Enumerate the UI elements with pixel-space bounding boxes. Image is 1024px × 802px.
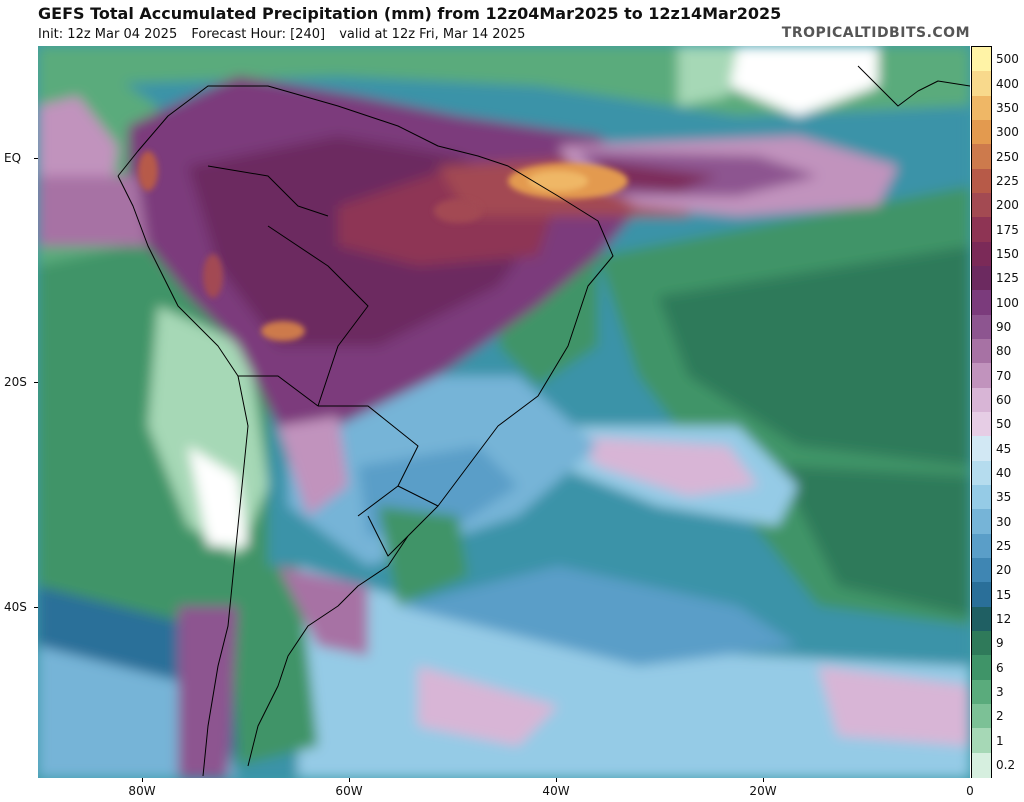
colorbar-segment — [972, 436, 991, 462]
lon-label-80w: 80W — [128, 784, 156, 798]
lat-tick-40s — [34, 607, 38, 608]
lon-label-20w: 20W — [749, 784, 777, 798]
colorbar-segment — [972, 241, 991, 267]
colorbar-segment — [972, 412, 991, 437]
colorbar-segment — [972, 460, 991, 486]
colorbar-label: 100 — [996, 295, 1019, 310]
lat-tick-eq — [34, 158, 38, 159]
colorbar-label: 3 — [996, 684, 1004, 699]
colorbar-label: 250 — [996, 149, 1019, 164]
colorbar-segment — [972, 363, 991, 389]
map-title: GEFS Total Accumulated Precipitation (mm… — [38, 4, 782, 23]
colorbar-label: 300 — [996, 125, 1019, 140]
lon-label-60w: 60W — [335, 784, 363, 798]
lat-label-40s: 40S — [4, 600, 27, 614]
colorbar-label: 35 — [996, 490, 1012, 505]
colorbar-label: 500 — [996, 52, 1019, 67]
colorbar-segment — [972, 752, 991, 778]
colorbar-segment — [972, 655, 991, 681]
colorbar-label: 90 — [996, 319, 1012, 334]
lon-tick-60w — [349, 778, 350, 782]
colorbar-label: 80 — [996, 344, 1012, 359]
colorbar-label: 15 — [996, 587, 1012, 602]
lon-tick-20w — [763, 778, 764, 782]
colorbar-segment — [972, 168, 991, 194]
map-subtitle: Init: 12z Mar 04 2025 Forecast Hour: [24… — [38, 27, 535, 42]
precipitation-map — [38, 46, 970, 778]
lon-tick-40w — [556, 778, 557, 782]
colorbar-label: 175 — [996, 222, 1019, 237]
colorbar-segment — [972, 509, 991, 535]
colorbar-label: 12 — [996, 611, 1012, 626]
colorbar-segment — [972, 47, 991, 72]
colorbar-label: 70 — [996, 368, 1012, 383]
lon-label-40w: 40W — [542, 784, 570, 798]
colorbar-label: 125 — [996, 271, 1019, 286]
colorbar-segment — [972, 631, 991, 656]
colorbar-label: 6 — [996, 660, 1004, 675]
colorbar-segment — [972, 485, 991, 510]
init-time: Init: 12z Mar 04 2025 — [38, 27, 178, 42]
colorbar-segment — [972, 290, 991, 316]
colorbar-segment — [972, 582, 991, 608]
colorbar-label: 20 — [996, 563, 1012, 578]
colorbar-segment — [972, 558, 991, 583]
valid-time: valid at 12z Fri, Mar 14 2025 — [339, 27, 526, 42]
colorbar-segment — [972, 339, 991, 364]
lat-tick-20s — [34, 382, 38, 383]
colorbar-segment — [972, 704, 991, 729]
source-brand: TROPICALTIDBITS.COM — [781, 25, 970, 41]
colorbar-label: 200 — [996, 198, 1019, 213]
colorbar-segment — [972, 120, 991, 145]
colorbar-label: 0.2 — [996, 757, 1016, 772]
colorbar-label: 30 — [996, 514, 1012, 529]
colorbar-label: 25 — [996, 538, 1012, 553]
colorbar-segment — [972, 193, 991, 218]
colorbar-segment — [972, 387, 991, 413]
colorbar-label: 350 — [996, 100, 1019, 115]
colorbar-label: 225 — [996, 173, 1019, 188]
colorbar-label: 60 — [996, 392, 1012, 407]
lat-label-20s: 20S — [4, 375, 27, 389]
map-canvas — [38, 46, 970, 778]
colorbar-segment — [972, 533, 991, 559]
colorbar-label: 1 — [996, 733, 1004, 748]
colorbar-label: 9 — [996, 636, 1004, 651]
lon-tick-80w — [142, 778, 143, 782]
colorbar-segment — [972, 679, 991, 705]
lon-label-0: 0 — [966, 784, 974, 798]
colorbar-segment — [972, 71, 991, 97]
colorbar-segment — [972, 217, 991, 243]
precipitation-colorbar — [971, 46, 992, 778]
colorbar-segment — [972, 266, 991, 291]
lat-label-eq: EQ — [4, 151, 22, 165]
colorbar-segment — [972, 728, 991, 754]
colorbar-label: 400 — [996, 76, 1019, 91]
colorbar-segment — [972, 144, 991, 170]
colorbar-segment — [972, 606, 991, 632]
forecast-hour: Forecast Hour: [240] — [191, 27, 326, 42]
colorbar-label: 2 — [996, 709, 1004, 724]
colorbar-label: 40 — [996, 465, 1012, 480]
colorbar-label: 45 — [996, 441, 1012, 456]
colorbar-segment — [972, 314, 991, 340]
colorbar-segment — [972, 95, 991, 121]
colorbar-label: 150 — [996, 246, 1019, 261]
colorbar-label: 50 — [996, 417, 1012, 432]
